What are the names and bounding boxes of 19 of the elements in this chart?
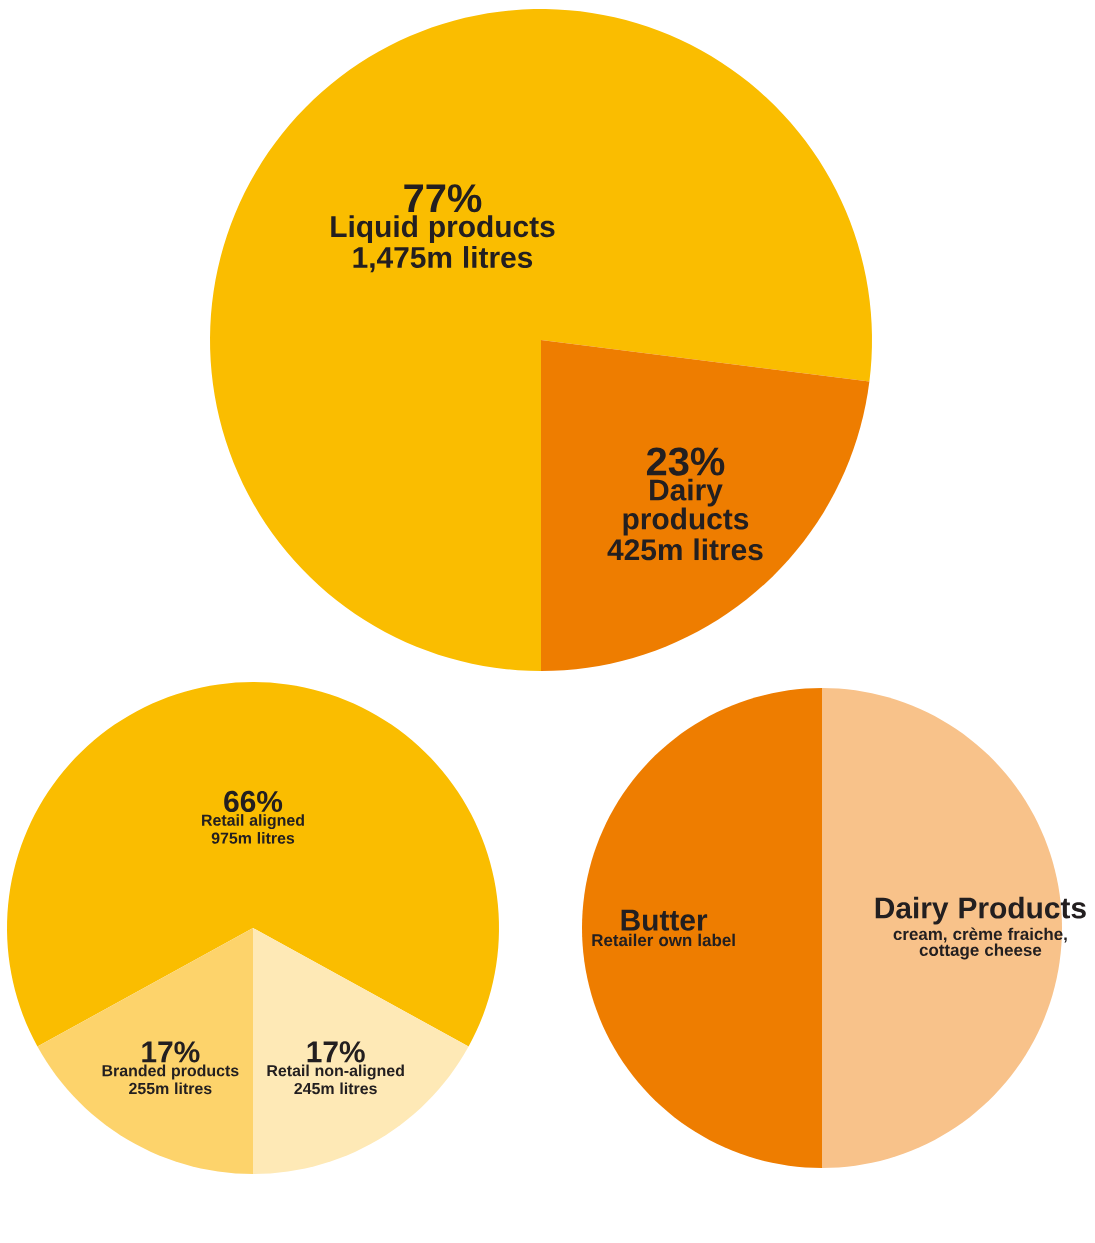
data-label: 23% bbox=[646, 447, 725, 476]
data-label: 17% bbox=[307, 1041, 365, 1063]
data-label: 66% bbox=[224, 790, 282, 813]
text: 255m litres bbox=[128, 1082, 212, 1095]
slice-label: Retail non-aligned bbox=[267, 1064, 404, 1080]
text: 245m litres bbox=[294, 1082, 377, 1095]
text: 975m litres bbox=[211, 832, 294, 844]
slice-label: Butter bbox=[621, 909, 707, 931]
slice-label: Liquid products bbox=[331, 215, 555, 244]
slice-label: Dairy Products bbox=[875, 896, 1086, 925]
text: Retailer own label bbox=[592, 933, 735, 947]
slice-label: Retail aligned bbox=[201, 814, 304, 830]
data-label: 17% bbox=[142, 1041, 200, 1063]
data-label: 77% bbox=[404, 184, 482, 213]
text: 1,475m litres bbox=[353, 246, 532, 273]
slice-label: Dairy products bbox=[623, 478, 748, 536]
text: 425m litres bbox=[607, 538, 763, 561]
text: cream, crème fraiche, cottage cheese bbox=[893, 927, 1067, 960]
slice-label: Branded products bbox=[102, 1064, 239, 1080]
